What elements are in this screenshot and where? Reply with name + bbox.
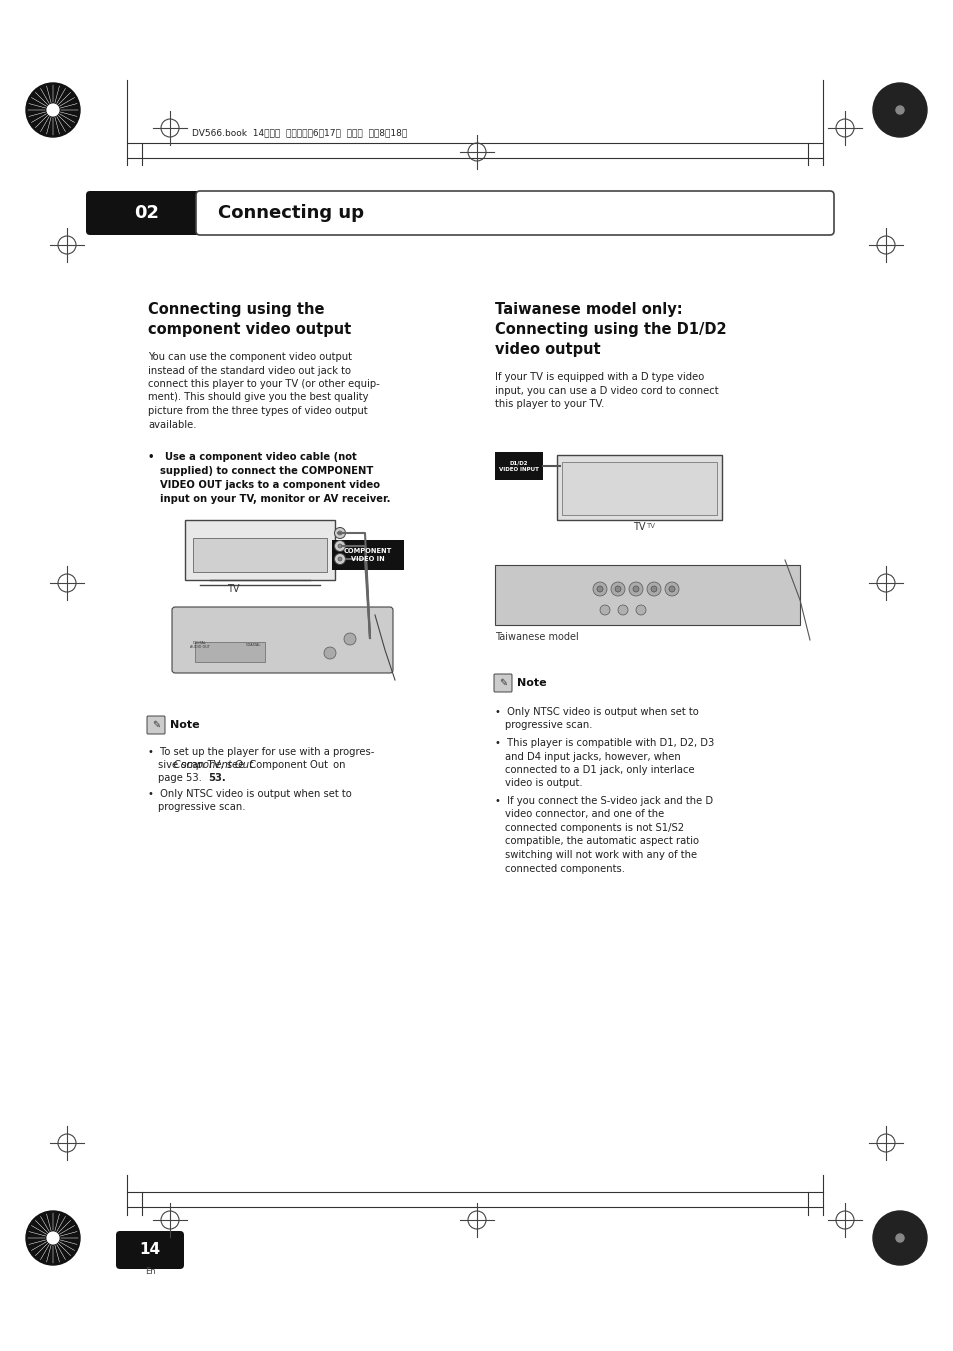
Text: •   Use a component video cable (not: • Use a component video cable (not	[148, 453, 356, 462]
Bar	[557, 455, 721, 520]
Bar	[185, 520, 335, 580]
Text: video connector, and one of the: video connector, and one of the	[504, 809, 663, 820]
Bar	[194, 642, 265, 662]
Circle shape	[628, 582, 642, 596]
Text: progressive scan.: progressive scan.	[158, 802, 245, 812]
Circle shape	[335, 540, 345, 551]
Text: •  This player is compatible with D1, D2, D3: • This player is compatible with D1, D2,…	[495, 738, 714, 748]
Text: switching will not work with any of the: switching will not work with any of the	[504, 850, 697, 861]
Text: Connecting up: Connecting up	[218, 204, 364, 222]
Bar	[495, 565, 800, 626]
Circle shape	[337, 531, 341, 535]
Text: sive scan TV, see  Component Out  on: sive scan TV, see Component Out on	[158, 761, 345, 770]
Text: connect this player to your TV (or other equip-: connect this player to your TV (or other…	[148, 380, 379, 389]
Text: Component Out: Component Out	[158, 761, 253, 770]
Circle shape	[26, 82, 80, 136]
Text: video output: video output	[495, 342, 600, 357]
Bar	[332, 540, 403, 570]
Circle shape	[337, 544, 341, 549]
Text: COAXIAL: COAXIAL	[245, 643, 260, 647]
Bar	[193, 538, 327, 571]
Bar	[495, 453, 542, 480]
Text: and D4 input jacks, however, when: and D4 input jacks, however, when	[504, 751, 680, 762]
Text: progressive scan.: progressive scan.	[504, 720, 592, 731]
Text: Connecting using the D1/D2: Connecting using the D1/D2	[495, 322, 726, 336]
Circle shape	[335, 554, 345, 565]
FancyBboxPatch shape	[147, 716, 165, 734]
Text: input, you can use a D video cord to connect: input, you can use a D video cord to con…	[495, 385, 718, 396]
Text: ✎: ✎	[152, 720, 160, 730]
Circle shape	[615, 586, 620, 592]
Text: •  To set up the player for use with a progres-: • To set up the player for use with a pr…	[148, 747, 374, 757]
Text: component video output: component video output	[148, 322, 351, 336]
FancyBboxPatch shape	[86, 190, 209, 235]
Text: COMPONENT
VIDEO IN: COMPONENT VIDEO IN	[343, 549, 392, 562]
Text: instead of the standard video out jack to: instead of the standard video out jack t…	[148, 366, 351, 376]
Circle shape	[668, 586, 675, 592]
Bar	[561, 462, 717, 515]
Text: If your TV is equipped with a D type video: If your TV is equipped with a D type vid…	[495, 372, 703, 382]
Text: 02: 02	[134, 204, 159, 222]
Circle shape	[895, 105, 903, 113]
Circle shape	[872, 1210, 926, 1265]
Text: video is output.: video is output.	[504, 778, 582, 789]
Circle shape	[26, 1210, 80, 1265]
Text: TV: TV	[633, 521, 645, 532]
Text: VIDEO OUT jacks to a component video: VIDEO OUT jacks to a component video	[160, 480, 379, 490]
Circle shape	[895, 1233, 903, 1242]
Text: •  Only NTSC video is output when set to: • Only NTSC video is output when set to	[148, 789, 352, 798]
Text: this player to your TV.: this player to your TV.	[495, 399, 604, 409]
Text: TV: TV	[227, 584, 239, 594]
Circle shape	[650, 586, 657, 592]
Text: En: En	[145, 1267, 155, 1277]
Circle shape	[47, 104, 59, 116]
Circle shape	[335, 527, 345, 539]
Circle shape	[633, 586, 639, 592]
Text: page 53.: page 53.	[158, 773, 202, 784]
Text: 14: 14	[139, 1243, 160, 1258]
FancyBboxPatch shape	[172, 607, 393, 673]
Text: picture from the three types of video output: picture from the three types of video ou…	[148, 407, 367, 416]
Circle shape	[646, 582, 660, 596]
Text: DIGITAL
AUDIO OUT: DIGITAL AUDIO OUT	[190, 640, 210, 650]
Circle shape	[610, 582, 624, 596]
Text: Connecting using the: Connecting using the	[148, 303, 324, 317]
Text: You can use the component video output: You can use the component video output	[148, 353, 352, 362]
Text: compatible, the automatic aspect ratio: compatible, the automatic aspect ratio	[504, 836, 699, 847]
Text: available.: available.	[148, 420, 196, 430]
Text: Note: Note	[170, 720, 199, 730]
Circle shape	[618, 605, 627, 615]
Circle shape	[664, 582, 679, 596]
FancyBboxPatch shape	[116, 1231, 184, 1269]
Circle shape	[599, 605, 609, 615]
Text: Taiwanese model: Taiwanese model	[495, 632, 578, 642]
Text: input on your TV, monitor or AV receiver.: input on your TV, monitor or AV receiver…	[160, 494, 390, 504]
Text: ment). This should give you the best quality: ment). This should give you the best qua…	[148, 393, 368, 403]
Text: Note: Note	[517, 678, 546, 688]
Circle shape	[636, 605, 645, 615]
Text: connected components is not S1/S2: connected components is not S1/S2	[504, 823, 683, 834]
Text: supplied) to connect the COMPONENT: supplied) to connect the COMPONENT	[160, 466, 373, 476]
Text: TV: TV	[646, 523, 659, 530]
FancyBboxPatch shape	[494, 674, 512, 692]
Circle shape	[344, 634, 355, 644]
Circle shape	[324, 647, 335, 659]
Circle shape	[337, 557, 341, 561]
Text: •  If you connect the S-video jack and the D: • If you connect the S-video jack and th…	[495, 796, 713, 807]
Text: Taiwanese model only:: Taiwanese model only:	[495, 303, 682, 317]
Text: connected components.: connected components.	[504, 863, 624, 874]
FancyBboxPatch shape	[195, 190, 833, 235]
Text: ✎: ✎	[498, 678, 507, 688]
Text: •  Only NTSC video is output when set to: • Only NTSC video is output when set to	[495, 707, 698, 717]
Text: D1/D2
VIDEO INPUT: D1/D2 VIDEO INPUT	[498, 461, 538, 471]
Text: 53.: 53.	[208, 773, 226, 784]
Circle shape	[872, 82, 926, 136]
Circle shape	[47, 1232, 59, 1244]
Text: DV566.book  14ページ  ２００３年6月17日  火曜日  午徉8時18分: DV566.book 14ページ ２００３年6月17日 火曜日 午徉8時18分	[192, 128, 407, 138]
Text: connected to a D1 jack, only interlace: connected to a D1 jack, only interlace	[504, 765, 694, 775]
Circle shape	[597, 586, 602, 592]
Circle shape	[593, 582, 606, 596]
